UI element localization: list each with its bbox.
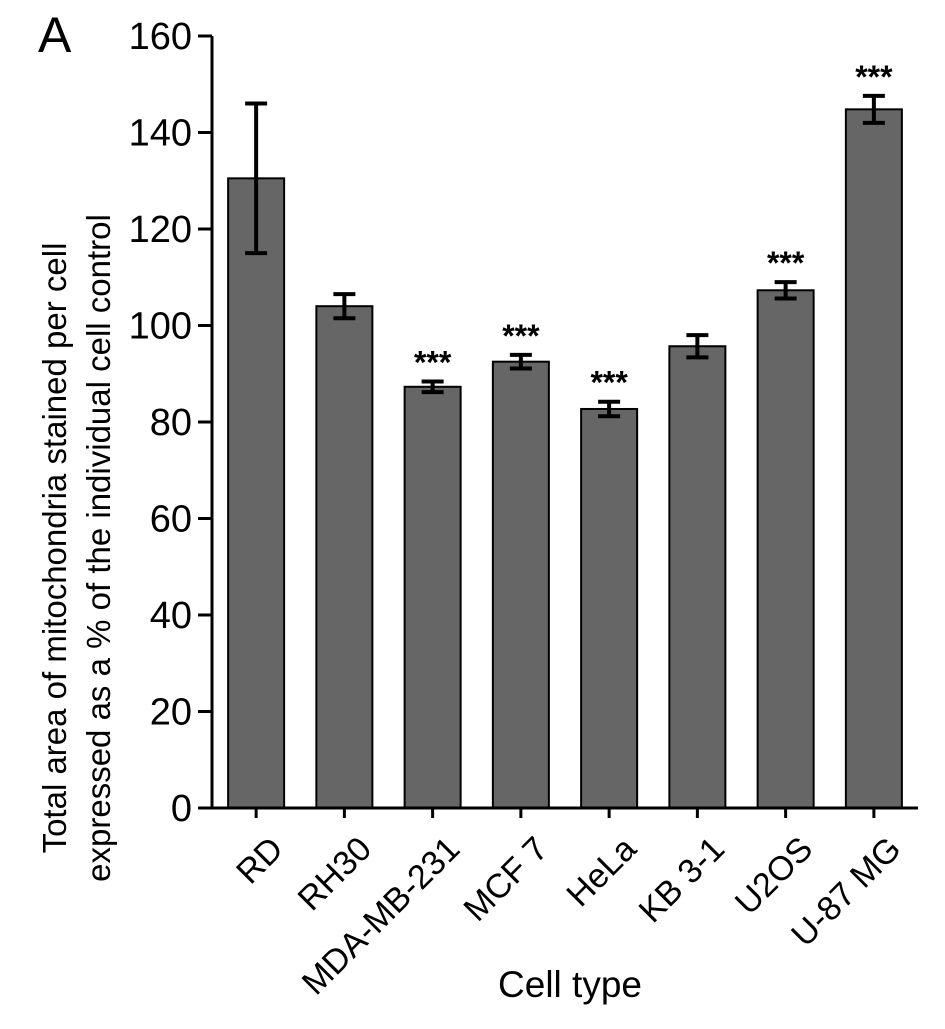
panel-label: A: [38, 7, 72, 63]
significance-group: *** *** *** *** ***: [414, 59, 893, 401]
error-bar-0: [245, 101, 268, 256]
bar-0: [227, 177, 286, 809]
error-bar-7: [862, 93, 885, 125]
y-tick-label-7: 140: [129, 113, 192, 155]
error-bar-4: [598, 399, 621, 419]
error-bar-3: [509, 352, 532, 371]
bar-6: [756, 289, 815, 809]
y-tick-label-4: 80: [150, 402, 192, 444]
bar-2: [403, 385, 462, 809]
bar-1: [315, 305, 374, 809]
significance-4: ***: [590, 365, 628, 401]
x-tick-label-4: HeLa: [559, 830, 643, 914]
significance-7: ***: [855, 59, 893, 95]
bars-group: [227, 108, 903, 809]
y-axis-title-line-1: Total area of mitochondria stained per c…: [36, 243, 73, 854]
y-tick-label-3: 60: [150, 499, 192, 541]
bar-5: [668, 345, 727, 809]
bar-3: [491, 360, 550, 809]
y-axis-title: Total area of mitochondria stained per c…: [36, 214, 117, 882]
significance-2: ***: [414, 344, 452, 380]
y-tick-label-0: 0: [171, 788, 192, 830]
significance-6: ***: [767, 245, 805, 281]
x-tick-label-3: MCF 7: [457, 830, 556, 929]
x-tick-label-0: RD: [229, 830, 291, 892]
x-tick-label-2: MDA-MB-231: [295, 830, 467, 1002]
error-bar-1: [333, 292, 356, 321]
error-bar-2: [421, 379, 444, 395]
y-tick-label-8: 160: [129, 16, 192, 58]
error-bar-6: [774, 280, 797, 301]
y-tick-label-6: 120: [129, 209, 192, 251]
x-tick-label-5: KB 3-1: [632, 830, 732, 930]
x-axis-title: Cell type: [498, 964, 642, 1005]
error-bars-group: [245, 93, 885, 419]
bar-7: [844, 108, 903, 809]
y-axis: 0 20 40 60 80 100 120 140 160: [129, 16, 214, 830]
bar-4: [580, 407, 639, 809]
y-tick-label-5: 100: [129, 306, 192, 348]
y-axis-title-line-2: expressed as a % of the individual cell …: [80, 214, 117, 882]
significance-3: ***: [502, 318, 540, 354]
y-tick-label-2: 40: [150, 595, 192, 637]
error-bar-5: [686, 333, 709, 360]
y-tick-label-1: 20: [150, 692, 192, 734]
